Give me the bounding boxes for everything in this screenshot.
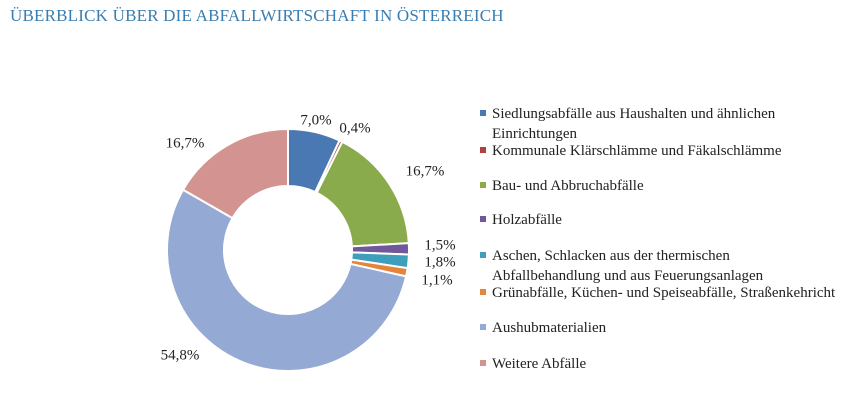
- legend-entry: Weitere Abfälle: [480, 354, 837, 374]
- data-label: 0,4%: [339, 120, 370, 136]
- legend-swatch: [480, 324, 486, 330]
- legend-entry: Holzabfälle: [480, 210, 837, 230]
- legend-entry: Aushubmaterialien: [480, 318, 837, 338]
- chart-title: ÜBERBLICK ÜBER DIE ABFALLWIRTSCHAFT IN Ö…: [10, 6, 504, 25]
- data-label: 16,7%: [166, 135, 205, 151]
- legend-label: Aschen, Schlacken aus der thermischen Ab…: [492, 248, 764, 284]
- legend-entry: Bau- und Abbruchabfälle: [480, 176, 837, 196]
- legend-label: Kommunale Klärschlämme und Fäkalschlämme: [492, 143, 782, 159]
- data-label: 1,8%: [424, 254, 455, 270]
- data-label: 7,0%: [300, 112, 331, 128]
- data-label: 1,1%: [421, 272, 452, 288]
- legend-entry: Siedlungsabfälle aus Haushalten und ähnl…: [480, 104, 837, 144]
- legend-label: Siedlungsabfälle aus Haushalten und ähnl…: [492, 106, 776, 142]
- legend-swatch: [480, 216, 486, 222]
- data-label: 1,5%: [424, 237, 455, 253]
- legend-label: Aushubmaterialien: [492, 320, 607, 336]
- donut-slice: [181, 127, 289, 220]
- legend-entry: Kommunale Klärschlämme und Fäkalschlämme: [480, 141, 837, 161]
- legend-label: Holzabfälle: [492, 212, 562, 228]
- legend-entry: Grünabfälle, Küchen- und Speiseabfälle, …: [480, 283, 837, 303]
- legend-swatch: [480, 360, 486, 366]
- legend-label: Grünabfälle, Küchen- und Speiseabfälle, …: [492, 285, 836, 301]
- legend-entry: Aschen, Schlacken aus der thermischen Ab…: [480, 246, 837, 286]
- legend-swatch: [480, 110, 486, 116]
- data-label: 16,7%: [406, 163, 445, 179]
- legend-swatch: [480, 289, 486, 295]
- legend-label: Bau- und Abbruchabfälle: [492, 178, 644, 194]
- data-label: 54,8%: [161, 347, 200, 363]
- legend-swatch: [480, 147, 486, 153]
- donut-slice: [166, 188, 408, 372]
- legend-swatch: [480, 182, 486, 188]
- legend-label: Weitere Abfälle: [492, 356, 587, 372]
- legend-swatch: [480, 252, 486, 258]
